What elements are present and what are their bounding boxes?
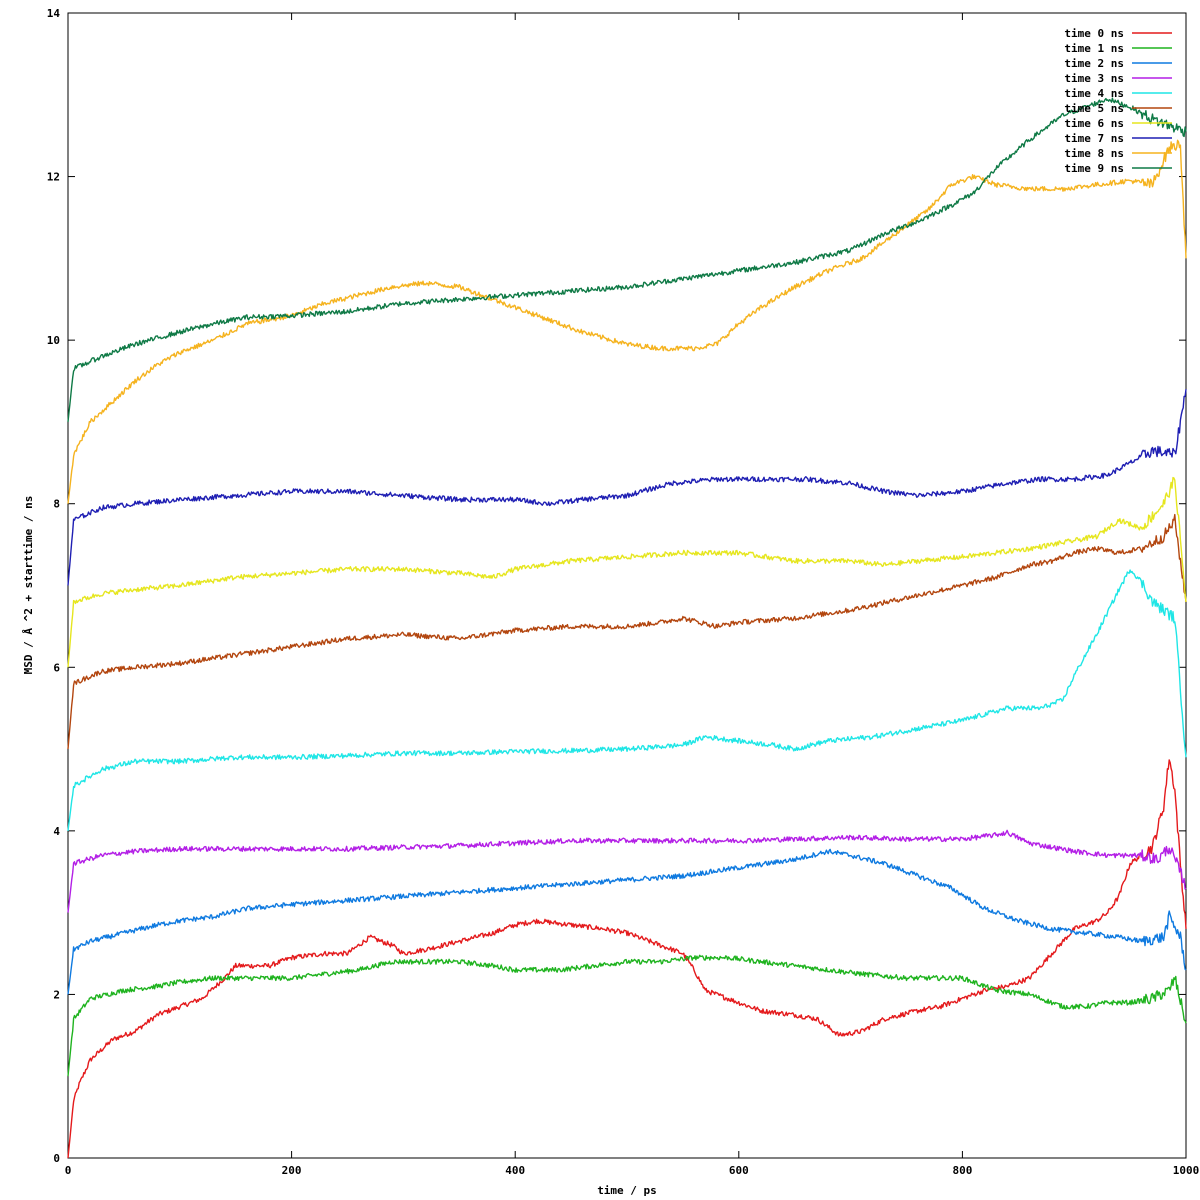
x-tick-label: 0 <box>65 1164 72 1177</box>
axis-ticks: 0 200 400 600 800 1000 0 2 4 6 8 10 12 14 <box>47 7 1200 1177</box>
legend-label: time 4 ns <box>1064 87 1124 100</box>
series-line-4 <box>67 569 1187 831</box>
series-line-0 <box>67 759 1187 1159</box>
series-lines <box>67 97 1187 1159</box>
y-tick-label: 8 <box>53 498 60 511</box>
legend-label: time 6 ns <box>1064 117 1124 130</box>
y-axis-label: MSD / Å ^2 + starttime / ns <box>22 496 35 675</box>
y-tick-label: 12 <box>47 171 60 184</box>
plot-frame <box>67 12 1187 1159</box>
y-tick-label: 14 <box>47 7 61 20</box>
series-line-1 <box>67 954 1187 1077</box>
x-tick-label: 600 <box>729 1164 749 1177</box>
series-line-6 <box>67 476 1187 668</box>
legend-label: time 8 ns <box>1064 147 1124 160</box>
series-line-7 <box>67 389 1187 586</box>
series-line-2 <box>67 848 1187 995</box>
x-tick-label: 1000 <box>1173 1164 1200 1177</box>
legend-label: time 2 ns <box>1064 57 1124 70</box>
series-line-3 <box>67 829 1187 913</box>
legend-label: time 5 ns <box>1064 102 1124 115</box>
legend-label: time 9 ns <box>1064 162 1124 175</box>
y-tick-label: 10 <box>47 334 60 347</box>
y-tick-label: 0 <box>53 1152 60 1165</box>
x-tick-label: 400 <box>505 1164 525 1177</box>
y-tick-label: 2 <box>53 988 60 1001</box>
x-tick-label: 800 <box>952 1164 972 1177</box>
legend: time 0 ns time 1 ns time 2 ns time 3 ns time… <box>1064 27 1172 175</box>
legend-label: time 7 ns <box>1064 132 1124 145</box>
legend-label: time 3 ns <box>1064 72 1124 85</box>
series-line-8 <box>67 139 1187 504</box>
y-tick-label: 6 <box>53 661 60 674</box>
y-tick-label: 4 <box>53 825 60 838</box>
legend-label: time 0 ns <box>1064 27 1124 40</box>
series-line-9 <box>67 97 1187 422</box>
x-tick-label: 200 <box>282 1164 302 1177</box>
x-axis-label: time / ps <box>597 1184 657 1197</box>
series-line-5 <box>67 513 1187 750</box>
legend-label: time 1 ns <box>1064 42 1124 55</box>
